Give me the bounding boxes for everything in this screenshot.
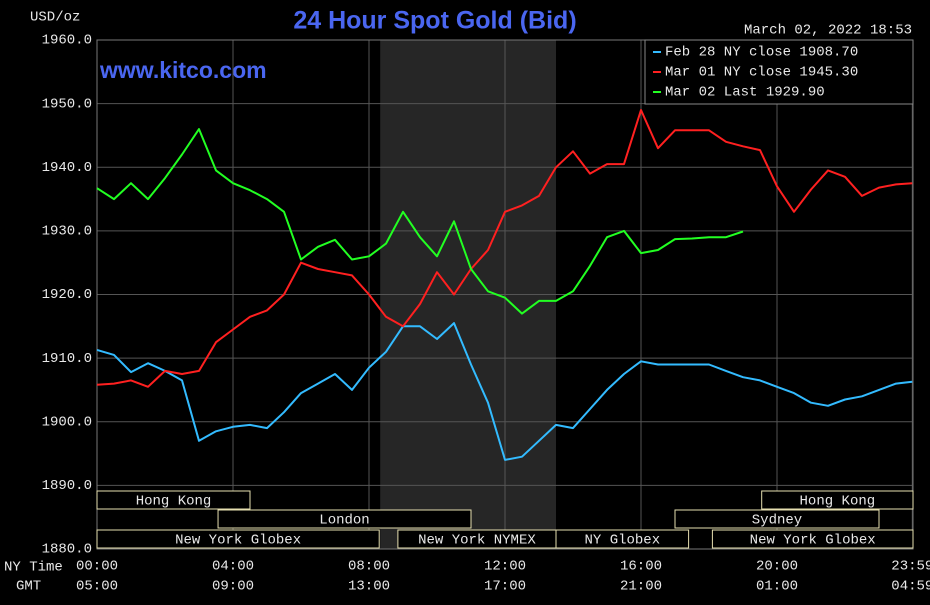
gmt-tick-label: 09:00 — [212, 579, 254, 595]
gmt-tick-label: 05:00 — [76, 579, 118, 595]
gmt-tick-label: 01:00 — [756, 579, 798, 595]
y-tick-label: 1940.0 — [42, 160, 92, 176]
x-tick-label: 16:00 — [620, 559, 662, 575]
y-tick-label: 1880.0 — [42, 542, 92, 558]
y-tick-label: 1900.0 — [42, 414, 92, 430]
session-label: Sydney — [752, 513, 802, 529]
session-label: NY Globex — [584, 533, 660, 549]
y-tick-label: 1890.0 — [42, 478, 92, 494]
y-axis-label: USD/oz — [30, 10, 80, 26]
legend-label: Mar 02 Last 1929.90 — [665, 85, 825, 101]
legend-box — [644, 39, 914, 105]
timestamp: March 02, 2022 18:53 — [744, 23, 912, 39]
session-label: New York NYMEX — [418, 533, 536, 549]
session-label: New York Globex — [750, 533, 876, 549]
session-label: Hong Kong — [136, 494, 212, 510]
series-line — [96, 128, 744, 315]
plot-frame — [96, 39, 914, 550]
y-tick-label: 1910.0 — [42, 351, 92, 367]
x-tick-label: 08:00 — [348, 559, 390, 575]
session-label: New York Globex — [175, 533, 301, 549]
series-line — [96, 322, 913, 461]
y-tick-label: 1930.0 — [42, 224, 92, 240]
session-label: Hong Kong — [800, 494, 876, 510]
x-tick-label: 20:00 — [756, 559, 798, 575]
session-bar — [711, 529, 914, 549]
x-tick-label: 23:59 — [891, 559, 930, 575]
session-bar — [761, 490, 914, 510]
session-bar — [217, 509, 472, 529]
chart-title: 24 Hour Spot Gold (Bid) — [293, 7, 576, 35]
x-tick-label: 00:00 — [76, 559, 118, 575]
session-label: London — [319, 513, 369, 529]
x-tick-label: 04:00 — [212, 559, 254, 575]
session-bar — [96, 490, 251, 510]
gmt-tick-label: 17:00 — [484, 579, 526, 595]
source: www.kitco.com — [99, 57, 267, 83]
series-line — [96, 109, 913, 388]
x-axis-label: NY Time — [4, 560, 63, 576]
session-bar — [555, 529, 690, 549]
legend-label: Feb 28 NY close 1908.70 — [665, 45, 858, 61]
session-bar — [674, 509, 880, 529]
gmt-tick-label: 04:59 — [891, 579, 930, 595]
y-tick-label: 1950.0 — [42, 96, 92, 112]
legend-label: Mar 01 NY close 1945.30 — [665, 65, 858, 81]
x2-axis-label: GMT — [16, 579, 41, 595]
y-tick-label: 1960.0 — [42, 33, 92, 49]
x-tick-label: 12:00 — [484, 559, 526, 575]
gmt-tick-label: 21:00 — [620, 579, 662, 595]
y-tick-label: 1920.0 — [42, 287, 92, 303]
gmt-tick-label: 13:00 — [348, 579, 390, 595]
session-bar — [96, 529, 380, 549]
